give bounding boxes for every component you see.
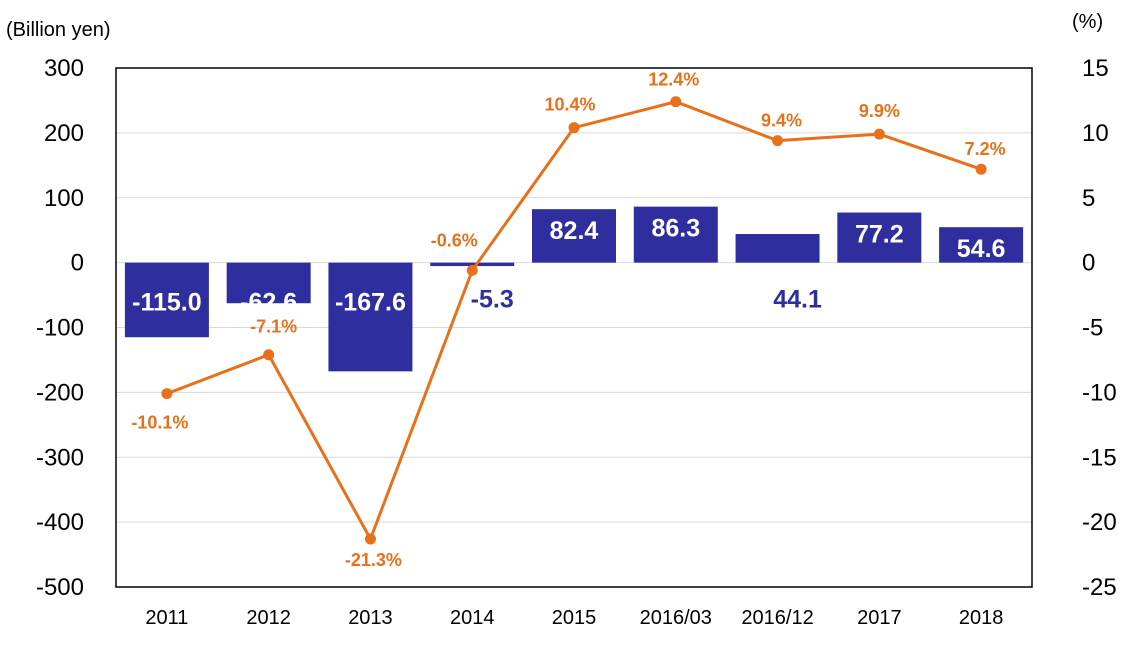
right-axis-tick-label: -15 — [1082, 444, 1117, 471]
x-axis-tick-label: 2012 — [246, 607, 291, 629]
line-point — [772, 135, 784, 147]
right-axis-tick-label: -10 — [1082, 379, 1117, 406]
bar — [735, 234, 820, 263]
right-axis-tick-label: 10 — [1082, 120, 1109, 147]
x-axis-tick-label: 2016/12 — [741, 607, 813, 629]
line-value-label: 7.2% — [965, 139, 1006, 159]
left-axis-tick-label: 0 — [71, 250, 84, 277]
bar-value-label: -62.6 — [240, 289, 297, 317]
line-point — [873, 128, 885, 140]
bar — [124, 262, 209, 338]
left-axis-tick-label: -100 — [36, 315, 84, 342]
bar — [837, 212, 922, 263]
bar — [939, 227, 1024, 263]
line-point — [161, 388, 173, 400]
x-axis-tick-label: 2017 — [857, 607, 902, 629]
line-series — [161, 96, 987, 545]
right-axis-tick-label: -5 — [1082, 315, 1103, 342]
right-axis-tick-label: -25 — [1082, 574, 1117, 601]
data-labels: -115.0 -62.6 -167.6 -5.3 82.4 86.3 44.1 77.2 54.… — [131, 70, 1005, 570]
x-axis-tick-label: 2011 — [145, 607, 188, 629]
bar-value-label: -115.0 — [132, 289, 202, 317]
bar — [226, 262, 311, 304]
line-point — [975, 163, 987, 175]
right-axis-unit-label: (%) — [1072, 11, 1103, 33]
left-axis-unit-label: (Billion yen) — [6, 19, 110, 41]
x-axis-tick-label: 2018 — [959, 607, 1004, 629]
bar — [328, 262, 413, 372]
line-point — [364, 533, 376, 545]
line-value-label: 12.4% — [648, 70, 699, 90]
line-value-label: -10.1% — [131, 413, 188, 433]
left-axis-tick-label: -300 — [36, 444, 84, 471]
line-value-label: -7.1% — [250, 317, 297, 337]
bar-value-label: 82.4 — [550, 217, 599, 245]
right-axis-tick-label: -20 — [1082, 509, 1117, 536]
left-axis-tick-label: -500 — [36, 574, 84, 601]
line-value-label: 9.4% — [761, 111, 802, 131]
bar-value-label: 54.6 — [957, 235, 1006, 263]
line-value-label: 9.9% — [859, 101, 900, 121]
line-point — [466, 264, 478, 276]
bar-value-label: -5.3 — [471, 286, 514, 314]
line-value-label: -21.3% — [345, 550, 402, 570]
x-axis-tick-label: 2015 — [552, 607, 597, 629]
left-axis-tick-label: -400 — [36, 509, 84, 536]
bar-value-label: 77.2 — [855, 221, 904, 249]
line-point — [670, 96, 682, 108]
bar-series — [124, 206, 1024, 372]
line-value-label: 10.4% — [544, 95, 595, 115]
x-axis-tick-label: 2016/03 — [640, 607, 712, 629]
left-axis-tick-label: 300 — [44, 55, 84, 82]
right-axis-tick-label: 5 — [1082, 185, 1095, 212]
left-axis-tick-label: 200 — [44, 120, 84, 147]
bar — [633, 206, 718, 263]
line-point — [263, 349, 275, 361]
bar — [430, 262, 515, 267]
x-axis-tick-label: 2013 — [348, 607, 393, 629]
right-axis-tick-label: 0 — [1082, 250, 1095, 277]
bar — [532, 209, 616, 263]
axes: 300 200 100 0 -100 -200 -300 -400 -500 15 10 5 0 -5 -1… — [36, 55, 1117, 629]
line-value-label: -0.6% — [431, 230, 478, 250]
plot-frame — [115, 67, 1033, 588]
right-axis-tick-label: 15 — [1082, 55, 1109, 82]
x-axis-tick-label: 2014 — [450, 607, 495, 629]
line-point — [568, 122, 580, 134]
bar-value-label: -167.6 — [335, 289, 406, 317]
bar-value-label: 44.1 — [773, 286, 822, 314]
bar-value-label: 86.3 — [651, 215, 700, 243]
left-axis-tick-label: -200 — [36, 379, 84, 406]
left-axis-tick-label: 100 — [44, 185, 84, 212]
